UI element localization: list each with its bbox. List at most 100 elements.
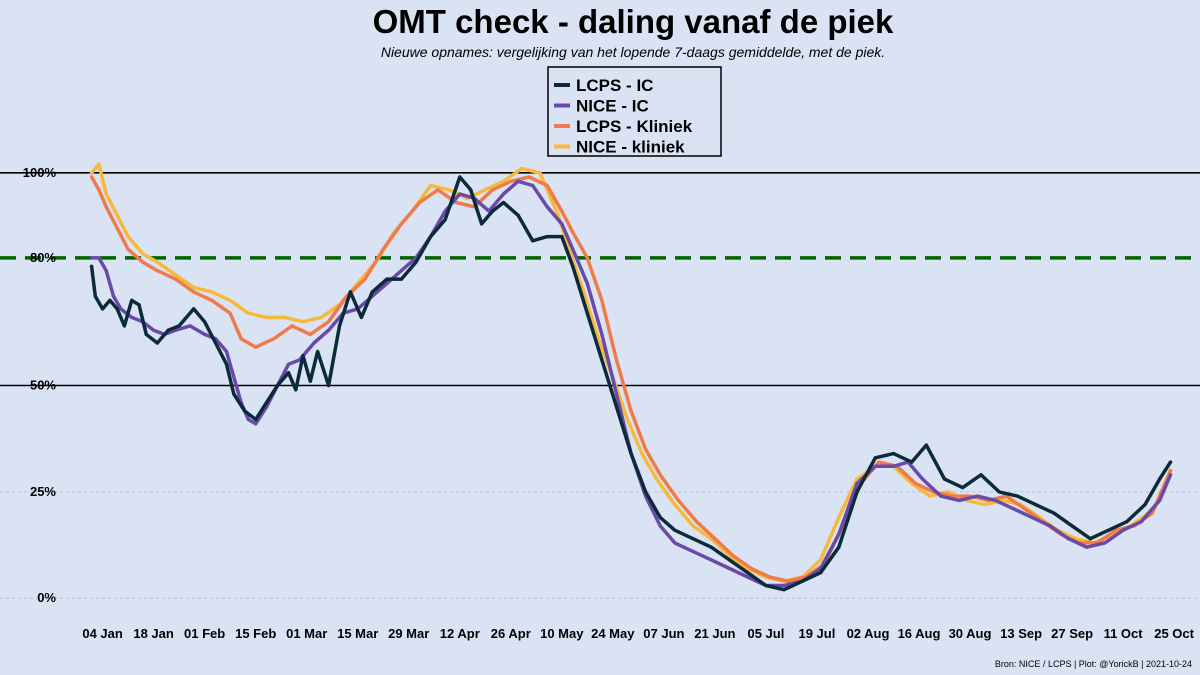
data-point bbox=[921, 477, 925, 481]
data-point bbox=[924, 443, 928, 447]
legend-label: LCPS - Kliniek bbox=[576, 117, 693, 136]
data-point bbox=[192, 290, 196, 294]
data-point bbox=[855, 481, 859, 485]
data-point bbox=[385, 281, 389, 285]
data-point bbox=[97, 188, 101, 192]
data-point bbox=[709, 558, 713, 562]
data-point bbox=[1085, 545, 1089, 549]
data-point bbox=[1048, 524, 1052, 528]
data-point bbox=[192, 286, 196, 290]
data-point bbox=[746, 575, 750, 579]
data-point bbox=[837, 545, 841, 549]
data-point bbox=[141, 252, 145, 256]
data-point bbox=[1012, 507, 1016, 511]
x-tick-label: 13 Sep bbox=[1000, 626, 1042, 641]
data-point bbox=[691, 537, 695, 541]
data-point bbox=[531, 239, 535, 243]
x-tick-label: 02 Aug bbox=[847, 626, 890, 641]
data-point bbox=[90, 171, 94, 175]
data-point bbox=[1106, 528, 1111, 532]
y-tick-label: 50% bbox=[30, 378, 56, 393]
data-point bbox=[1103, 541, 1107, 545]
data-point bbox=[993, 498, 998, 502]
x-tick-label: 05 Jul bbox=[747, 626, 784, 641]
data-point bbox=[709, 545, 713, 549]
chart-subtitle: Nieuwe opnames: vergelijking van het lop… bbox=[381, 44, 885, 60]
x-tick-label: 30 Aug bbox=[949, 626, 992, 641]
data-point bbox=[658, 473, 662, 477]
x-axis: 04 Jan 18 Jan 01 Feb 15 Feb 01 Mar 15 Mar 29 M… bbox=[82, 626, 1194, 641]
data-point bbox=[483, 188, 487, 192]
legend-label: NICE - kliniek bbox=[576, 138, 685, 157]
x-tick-label: 10 May bbox=[540, 626, 584, 641]
data-point bbox=[585, 311, 589, 315]
data-point bbox=[560, 209, 564, 213]
data-point bbox=[501, 179, 506, 183]
data-point bbox=[224, 362, 229, 366]
data-point bbox=[585, 281, 589, 285]
x-tick-label: 26 Apr bbox=[491, 626, 531, 641]
data-point bbox=[1088, 537, 1092, 541]
data-point bbox=[399, 277, 403, 281]
data-point bbox=[491, 188, 495, 192]
data-point bbox=[363, 277, 367, 281]
data-point bbox=[691, 524, 695, 528]
data-point bbox=[327, 328, 331, 332]
data-point bbox=[418, 200, 422, 205]
data-point bbox=[97, 162, 101, 166]
data-point bbox=[1139, 520, 1143, 524]
grid-layer: 0% 25% 50% 100% 80% bbox=[0, 165, 1200, 605]
data-point bbox=[691, 549, 695, 554]
data-point bbox=[1168, 460, 1173, 464]
data-point bbox=[458, 175, 462, 179]
data-point bbox=[130, 298, 134, 302]
data-point bbox=[137, 303, 141, 307]
data-point bbox=[516, 179, 520, 183]
data-point bbox=[108, 298, 112, 302]
data-point bbox=[749, 566, 753, 571]
data-point bbox=[90, 175, 94, 179]
data-point bbox=[1125, 520, 1129, 524]
data-point bbox=[399, 222, 403, 226]
data-point bbox=[254, 345, 258, 349]
x-tick-label: 25 Oct bbox=[1154, 626, 1194, 641]
data-point bbox=[224, 349, 229, 354]
data-point bbox=[359, 315, 363, 319]
data-point bbox=[1052, 511, 1056, 515]
threshold-label: 80% bbox=[30, 250, 56, 265]
data-point bbox=[115, 213, 119, 217]
legend-label: NICE - IC bbox=[576, 97, 649, 116]
data-point bbox=[600, 332, 604, 336]
data-point bbox=[316, 349, 320, 354]
data-point bbox=[254, 422, 258, 426]
data-point bbox=[673, 541, 677, 545]
data-point bbox=[192, 307, 196, 311]
data-point bbox=[625, 417, 630, 422]
data-point bbox=[1158, 477, 1162, 481]
data-point bbox=[130, 315, 134, 319]
data-point bbox=[1143, 503, 1147, 507]
data-point bbox=[166, 328, 170, 332]
data-point bbox=[673, 503, 677, 507]
data-point bbox=[115, 226, 119, 230]
data-point bbox=[458, 192, 462, 196]
data-point bbox=[531, 183, 535, 188]
data-point bbox=[414, 260, 418, 264]
data-point bbox=[429, 235, 433, 239]
data-point bbox=[545, 235, 549, 239]
data-point bbox=[655, 477, 659, 481]
data-point bbox=[538, 171, 542, 175]
data-point bbox=[232, 375, 236, 379]
data-point bbox=[800, 579, 805, 583]
x-tick-label: 15 Feb bbox=[235, 626, 276, 641]
x-tick-label: 29 Mar bbox=[388, 626, 429, 641]
x-tick-label: 27 Sep bbox=[1051, 626, 1093, 641]
data-point bbox=[1158, 498, 1162, 502]
data-point bbox=[629, 452, 633, 456]
data-point bbox=[214, 341, 218, 345]
data-point bbox=[877, 460, 881, 464]
x-tick-label: 11 Oct bbox=[1104, 626, 1144, 641]
data-point bbox=[855, 490, 859, 494]
data-point bbox=[104, 192, 108, 196]
